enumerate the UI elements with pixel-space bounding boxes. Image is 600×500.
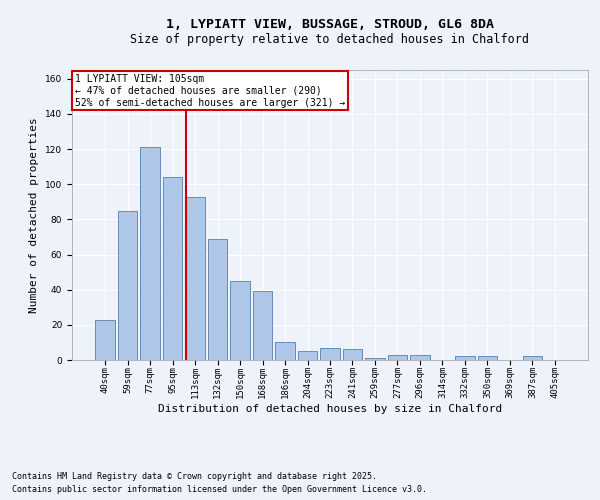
Text: Contains HM Land Registry data © Crown copyright and database right 2025.: Contains HM Land Registry data © Crown c…: [12, 472, 377, 481]
Text: 1 LYPIATT VIEW: 105sqm
← 47% of detached houses are smaller (290)
52% of semi-de: 1 LYPIATT VIEW: 105sqm ← 47% of detached…: [74, 74, 345, 108]
Bar: [185, 196, 205, 360]
Bar: [523, 356, 542, 360]
X-axis label: Distribution of detached houses by size in Chalford: Distribution of detached houses by size …: [158, 404, 502, 414]
Bar: [140, 148, 160, 360]
Text: Contains public sector information licensed under the Open Government Licence v3: Contains public sector information licen…: [12, 485, 427, 494]
Bar: [343, 350, 362, 360]
Text: Size of property relative to detached houses in Chalford: Size of property relative to detached ho…: [131, 32, 530, 46]
Bar: [410, 354, 430, 360]
Bar: [275, 342, 295, 360]
Bar: [230, 281, 250, 360]
Bar: [478, 356, 497, 360]
Bar: [365, 358, 385, 360]
Bar: [95, 320, 115, 360]
Bar: [163, 177, 182, 360]
Bar: [253, 292, 272, 360]
Bar: [320, 348, 340, 360]
Bar: [208, 238, 227, 360]
Text: 1, LYPIATT VIEW, BUSSAGE, STROUD, GL6 8DA: 1, LYPIATT VIEW, BUSSAGE, STROUD, GL6 8D…: [166, 18, 494, 30]
Y-axis label: Number of detached properties: Number of detached properties: [29, 117, 40, 313]
Bar: [455, 356, 475, 360]
Bar: [388, 354, 407, 360]
Bar: [298, 351, 317, 360]
Bar: [118, 210, 137, 360]
